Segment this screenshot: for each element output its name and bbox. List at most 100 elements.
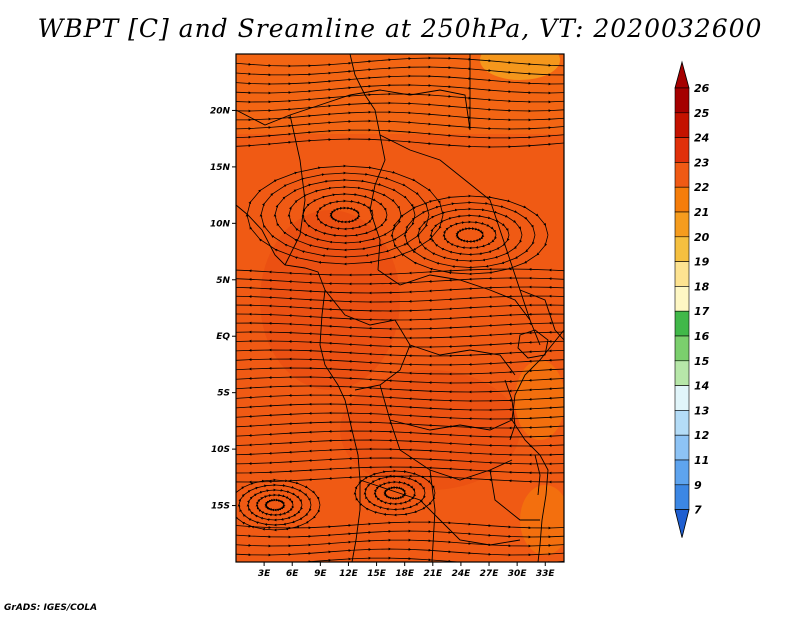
colorbar-swatch <box>674 360 690 386</box>
lon-label: 12E <box>339 569 359 579</box>
streamline <box>236 348 564 358</box>
colorbar-bottom-arrow <box>674 509 690 538</box>
lon-label: 3E <box>258 569 271 579</box>
colorbar-label: 7 <box>694 504 702 517</box>
streamline <box>236 465 564 475</box>
colorbar-label: 14 <box>694 380 709 393</box>
colorbar-swatch <box>674 261 690 287</box>
colorbar-label: 13 <box>694 404 710 417</box>
colorbar-label: 26 <box>694 82 710 95</box>
colorbar-label: 15 <box>694 355 710 368</box>
streamline <box>236 411 564 421</box>
border-k <box>429 469 436 562</box>
streamline <box>236 303 564 313</box>
lon-label: 18E <box>395 569 415 579</box>
coastline-east <box>511 329 564 562</box>
streamline <box>236 520 564 530</box>
lat-label: 10S <box>211 445 230 455</box>
streamline <box>236 420 564 430</box>
colorbar-swatch <box>674 484 690 510</box>
streamline <box>236 366 564 376</box>
colorbar-swatch <box>674 236 690 262</box>
streamline <box>236 393 564 403</box>
colorbar-swatch <box>674 162 690 188</box>
lake-victoria <box>517 329 549 359</box>
colorbar-label: 23 <box>694 156 710 169</box>
streamline <box>236 438 564 448</box>
streamline <box>236 83 564 95</box>
streamline <box>236 294 564 304</box>
lat-label: 15S <box>211 502 230 512</box>
lat-label: 10N <box>210 219 231 229</box>
border-j <box>389 419 513 431</box>
lat-label: 15N <box>210 163 231 173</box>
lat-label: 5N <box>216 276 230 286</box>
map-frame <box>235 53 565 563</box>
colorbar-label: 12 <box>694 429 710 442</box>
colorbar-swatch <box>674 459 690 486</box>
lat-label: 5S <box>217 389 230 399</box>
streamline <box>236 339 564 349</box>
streamline <box>236 312 564 322</box>
border-l <box>489 469 540 521</box>
border-f <box>324 289 411 391</box>
colorbar-swatch <box>674 286 690 312</box>
border-b <box>349 54 386 271</box>
lake-tanganyika <box>504 379 516 441</box>
colorbar-swatch <box>674 137 690 163</box>
colorbar-swatch <box>674 434 690 461</box>
lon-label: 30E <box>508 569 528 579</box>
lake-malawi <box>534 454 541 496</box>
wbpt-warm-center <box>480 54 560 80</box>
streamline <box>353 469 436 517</box>
grads-credit: GrADS: IGES/COLA <box>4 603 98 613</box>
streamline <box>236 429 564 439</box>
colorbar-label: 11 <box>694 454 709 467</box>
streamline <box>236 137 564 149</box>
streamline <box>236 529 564 539</box>
streamline <box>236 538 564 548</box>
colorbar-swatch <box>674 310 690 337</box>
colorbar: 26 25 24 23 22 21 20 19 18 17 16 15 14 13 12 11 9 7 <box>674 60 710 538</box>
colorbar-swatch <box>674 211 690 238</box>
lon-label: 15E <box>367 569 387 579</box>
border-d <box>379 134 541 346</box>
colorbar-swatch <box>674 112 690 138</box>
lon-label: 24E <box>452 569 472 579</box>
colorbar-label: 18 <box>694 280 710 293</box>
colorbar-top-arrow <box>674 60 690 89</box>
colorbar-swatch <box>674 385 690 411</box>
wbpt-field <box>236 54 564 562</box>
lon-label: 21E <box>423 569 443 579</box>
border-g <box>409 344 516 376</box>
streamline <box>236 384 564 394</box>
streamline <box>236 285 564 295</box>
streamline <box>236 330 564 340</box>
colorbar-label: 21 <box>694 206 709 219</box>
colorbar-label: 17 <box>694 305 710 318</box>
streamline <box>236 101 564 113</box>
colorbar-label: 20 <box>694 231 710 244</box>
lat-label: EQ <box>216 332 230 342</box>
colorbar-label: 19 <box>694 256 710 269</box>
lon-label: 9E <box>314 569 327 579</box>
colorbar-label: 22 <box>694 181 710 194</box>
streamline <box>236 375 564 385</box>
border-i <box>359 479 521 546</box>
longitude-axis: 3E 6E 9E 12E 15E 18E 21E 24E 27E 30E 33E <box>258 562 556 579</box>
streamline <box>236 276 564 286</box>
border-a <box>236 54 471 131</box>
lon-label: 33E <box>536 569 556 579</box>
streamline <box>248 556 564 562</box>
latitude-axis: 20N 15N 10N 5N EQ 5S 10S 15S <box>210 106 236 512</box>
streamline <box>236 456 564 466</box>
colorbar-label: 24 <box>694 132 709 145</box>
streamline <box>236 92 564 104</box>
border-e <box>377 269 531 321</box>
colorbar-swatch <box>674 87 690 114</box>
lon-label: 27E <box>480 569 500 579</box>
border-c <box>284 114 306 266</box>
lon-label: 6E <box>286 569 299 579</box>
map-title: WBPT [C] and Sreamline at 250hPa, VT: 20… <box>37 14 763 43</box>
